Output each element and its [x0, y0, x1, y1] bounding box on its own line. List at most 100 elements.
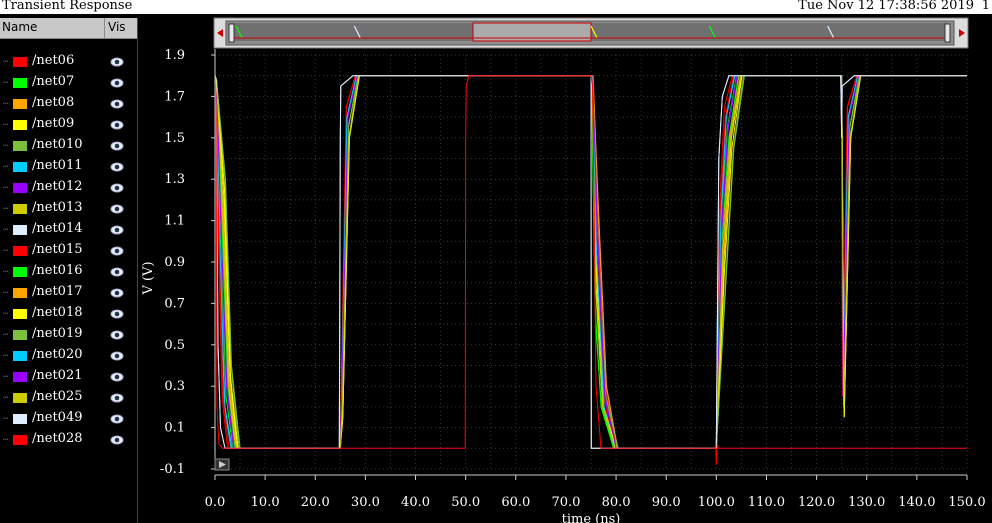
waveform-chart[interactable]: -0.1 0.1 0.3 0.5 0.7 0.9 1.1 1.3 1.5 1.7 1.9 0.0 10… — [138, 14, 992, 523]
series-line — [214, 75, 967, 449]
tree-connector: … — [3, 202, 9, 212]
x-tick-label: 20.0 — [301, 495, 330, 510]
signal-label: /net019 — [32, 326, 83, 341]
signal-color-swatch — [13, 309, 27, 319]
signal-label: /net017 — [32, 284, 83, 299]
x-tick-label: 110.0 — [748, 495, 785, 510]
eye-icon[interactable] — [110, 286, 124, 300]
column-divider[interactable] — [104, 18, 105, 38]
tree-connector: … — [3, 181, 9, 191]
vis-column-header[interactable]: Vis — [108, 20, 126, 34]
overview-transition-mark — [827, 25, 835, 39]
signal-color-swatch — [13, 57, 27, 67]
tree-connector: … — [3, 265, 9, 275]
y-tick-label: 0.9 — [164, 255, 185, 270]
legend-signal-row[interactable]: … /net011 — [0, 158, 137, 179]
overview-transition-mark — [235, 25, 243, 39]
signal-label: /net06 — [32, 53, 75, 68]
scroll-right-arrow-icon[interactable] — [959, 29, 965, 37]
x-tick-label: 10.0 — [251, 495, 280, 510]
eye-icon[interactable] — [110, 76, 124, 90]
overview-left-handle[interactable] — [228, 23, 235, 43]
tree-connector: … — [3, 55, 9, 65]
eye-icon[interactable] — [110, 97, 124, 111]
overview-transition-mark — [353, 25, 361, 39]
tree-connector: … — [3, 349, 9, 359]
legend-signal-row[interactable]: … /net012 — [0, 179, 137, 200]
signal-color-swatch — [13, 162, 27, 172]
eye-icon[interactable] — [110, 307, 124, 321]
y-tick-label: 0.7 — [164, 296, 185, 311]
legend-signal-row[interactable]: … /net025 — [0, 389, 137, 410]
overview-marks — [234, 25, 944, 39]
signal-color-swatch — [13, 78, 27, 88]
series-line — [214, 75, 967, 465]
eye-icon[interactable] — [110, 118, 124, 132]
eye-icon[interactable] — [110, 433, 124, 447]
signal-label: /net012 — [32, 179, 83, 194]
y-tick-label: 1.5 — [164, 131, 185, 146]
overview-right-handle[interactable] — [944, 23, 951, 43]
legend-signal-row[interactable]: … /net06 — [0, 53, 137, 74]
overview-transition-mark — [708, 25, 716, 39]
tree-connector: … — [3, 118, 9, 128]
eye-icon[interactable] — [110, 181, 124, 195]
eye-icon[interactable] — [110, 349, 124, 363]
x-tick-label: 130.0 — [848, 495, 885, 510]
name-column-header[interactable]: Name — [2, 20, 38, 34]
x-tick-label: 40.0 — [401, 495, 430, 510]
eye-icon[interactable] — [110, 328, 124, 342]
eye-icon[interactable] — [110, 223, 124, 237]
legend-signal-row[interactable]: … /net017 — [0, 284, 137, 305]
x-tick-label: 60.0 — [501, 495, 530, 510]
x-tick-label: 120.0 — [798, 495, 835, 510]
y-tick-label: -0.1 — [160, 462, 185, 477]
signal-label: /net011 — [32, 158, 83, 173]
legend-signal-row[interactable]: … /net021 — [0, 368, 137, 389]
signal-label: /net021 — [32, 368, 83, 383]
eye-icon[interactable] — [110, 265, 124, 279]
scroll-left-arrow-icon[interactable] — [217, 29, 223, 37]
signal-label: /net016 — [32, 263, 83, 278]
eye-icon[interactable] — [110, 160, 124, 174]
y-tick-label: 0.5 — [164, 338, 185, 353]
eye-icon[interactable] — [110, 391, 124, 405]
eye-icon[interactable] — [110, 412, 124, 426]
signal-color-swatch — [13, 414, 27, 424]
signal-label: /net015 — [32, 242, 83, 257]
signal-color-swatch — [13, 225, 27, 235]
signal-color-swatch — [13, 393, 27, 403]
signal-label: /net020 — [32, 347, 83, 362]
tree-connector: … — [3, 223, 9, 233]
legend-signal-row[interactable]: … /net014 — [0, 221, 137, 242]
signal-label: /net014 — [32, 221, 83, 236]
tree-connector: … — [3, 97, 9, 107]
eye-icon[interactable] — [110, 244, 124, 258]
signal-label: /net07 — [32, 74, 75, 89]
legend-signal-row[interactable]: … /net09 — [0, 116, 137, 137]
window-title: Transient Response — [2, 0, 133, 13]
overview-scrollbar[interactable] — [213, 17, 969, 49]
signal-label: /net09 — [32, 116, 75, 131]
legend-signal-row[interactable]: … /net028 — [0, 431, 137, 452]
legend-signal-row[interactable]: … /net018 — [0, 305, 137, 326]
legend-signal-row[interactable]: … /net019 — [0, 326, 137, 347]
tree-connector: … — [3, 244, 9, 254]
legend-signal-row[interactable]: … /net016 — [0, 263, 137, 284]
legend-signal-row[interactable]: … /net015 — [0, 242, 137, 263]
eye-icon[interactable] — [110, 370, 124, 384]
legend-signal-row[interactable]: … /net07 — [0, 74, 137, 95]
x-tick-label: 80.0 — [602, 495, 631, 510]
eye-icon[interactable] — [110, 55, 124, 69]
signal-color-swatch — [13, 267, 27, 277]
eye-icon[interactable] — [110, 139, 124, 153]
overview-transition-mark — [590, 25, 598, 39]
legend-signal-row[interactable]: … /net020 — [0, 347, 137, 368]
legend-signal-row[interactable]: … /net049 — [0, 410, 137, 431]
x-tick-label: 0.0 — [205, 495, 226, 510]
eye-icon[interactable] — [110, 202, 124, 216]
signal-legend-panel: Name Vis … /net06 … /net07 … /net08 … /net09 … /n… — [0, 18, 138, 523]
legend-signal-row[interactable]: … /net08 — [0, 95, 137, 116]
legend-signal-row[interactable]: … /net010 — [0, 137, 137, 158]
legend-signal-row[interactable]: … /net013 — [0, 200, 137, 221]
